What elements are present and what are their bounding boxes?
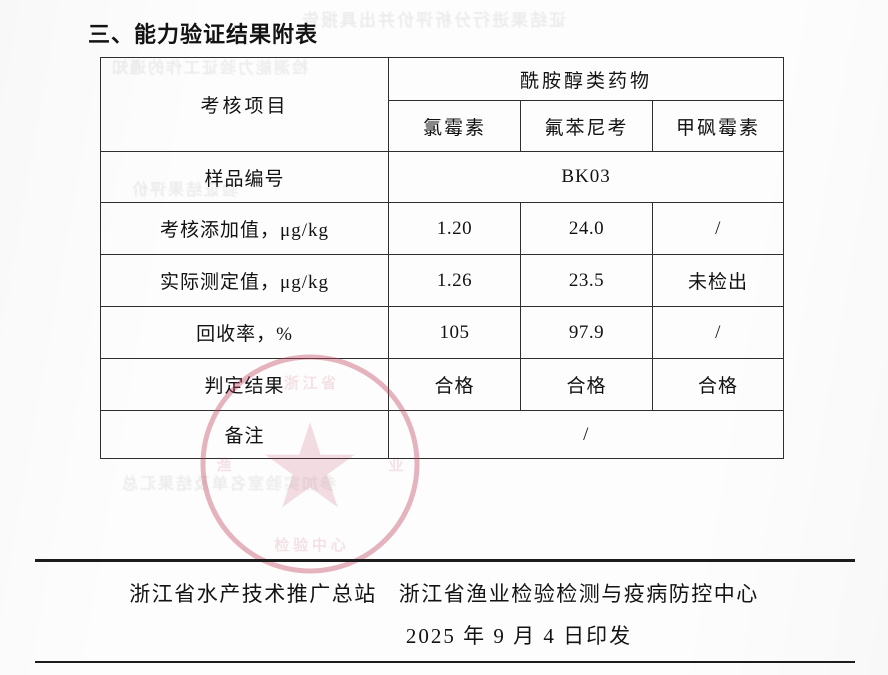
section-heading: 三、能力验证结果附表: [88, 22, 319, 47]
table-row-remark: 备注 /: [100, 410, 785, 459]
table-row-sample-number: 样品编号 BK03: [100, 151, 785, 203]
cell-judgement-chloramphenicol: 合格: [388, 358, 521, 411]
table-row-judgement: 判定结果 合格 合格 合格: [100, 358, 785, 411]
svg-text:检 验 中 心: 检 验 中 心: [274, 536, 345, 554]
table-row-recovery-rate: 回收率，% 105 97.9 /: [100, 306, 785, 359]
table-row-group-header: 考核项目 酰胺醇类药物: [100, 57, 785, 152]
footer-org-right: 浙江省渔业检验检测与疫病防控中心: [398, 582, 759, 606]
row-label-judgement: 判定结果: [100, 358, 389, 411]
capability-verification-table: 考核项目 酰胺醇类药物 氯霉素 氟苯尼考 甲砜霉素 样品编号 BK03 考核添加…: [100, 57, 785, 459]
cell-judgement-thiamphenicol: 合格: [651, 358, 785, 411]
table-row-measured-value: 实际测定值，μg/kg 1.26 23.5 未检出: [100, 254, 785, 307]
cell-recovery-florfenicol: 97.9: [520, 306, 653, 359]
cell-measured-thiamphenicol: 未检出: [651, 254, 785, 307]
cell-spiked-florfenicol: 24.0: [520, 202, 653, 255]
cell-measured-florfenicol: 23.5: [520, 254, 653, 307]
footer-org-left: 浙江省水产技术推广总站: [129, 582, 377, 606]
footer-divider-top: [35, 559, 855, 562]
cell-measured-chloramphenicol: 1.26: [388, 254, 521, 307]
row-label-remark: 备注: [100, 410, 389, 459]
cell-judgement-florfenicol: 合格: [520, 358, 653, 411]
header-drug-florfenicol: 氟苯尼考: [520, 100, 653, 152]
cell-spiked-thiamphenicol: /: [651, 202, 785, 255]
cell-recovery-chloramphenicol: 105: [388, 306, 521, 359]
table-row-spiked-value: 考核添加值，μg/kg 1.20 24.0 /: [100, 202, 785, 255]
cell-remark-value: /: [387, 410, 785, 459]
bleed-through-text: 证结果进行分析评价并出具报告: [300, 11, 566, 30]
footer-divider-bottom: [35, 661, 855, 663]
footer-organizations: 浙江省水产技术推广总站 浙江省渔业检验检测与疫病防控中心: [0, 578, 888, 608]
row-label-recovery-rate: 回收率，%: [100, 306, 389, 359]
header-item-column: 考核项目: [100, 57, 389, 152]
cell-spiked-chloramphenicol: 1.20: [388, 202, 521, 255]
header-drug-thiamphenicol: 甲砜霉素: [651, 100, 785, 152]
row-label-spiked-value: 考核添加值，μg/kg: [100, 202, 389, 255]
row-label-measured-value: 实际测定值，μg/kg: [100, 254, 389, 307]
row-label-sample-number: 样品编号: [100, 151, 389, 203]
table-row-drug-headers: 氯霉素 氟苯尼考 甲砜霉素: [101, 100, 785, 152]
cell-sample-number-value: BK03: [387, 151, 785, 203]
cell-recovery-thiamphenicol: /: [651, 306, 785, 359]
header-drug-chloramphenicol: 氯霉素: [388, 100, 521, 152]
header-drug-group: 酰胺醇类药物: [387, 57, 785, 101]
footer-issue-date: 2025 年 9 月 4 日印发: [405, 624, 633, 648]
bleed-through-text: 参加实验室名单及结果汇总: [120, 476, 337, 493]
svg-text:业: 业: [388, 457, 403, 474]
